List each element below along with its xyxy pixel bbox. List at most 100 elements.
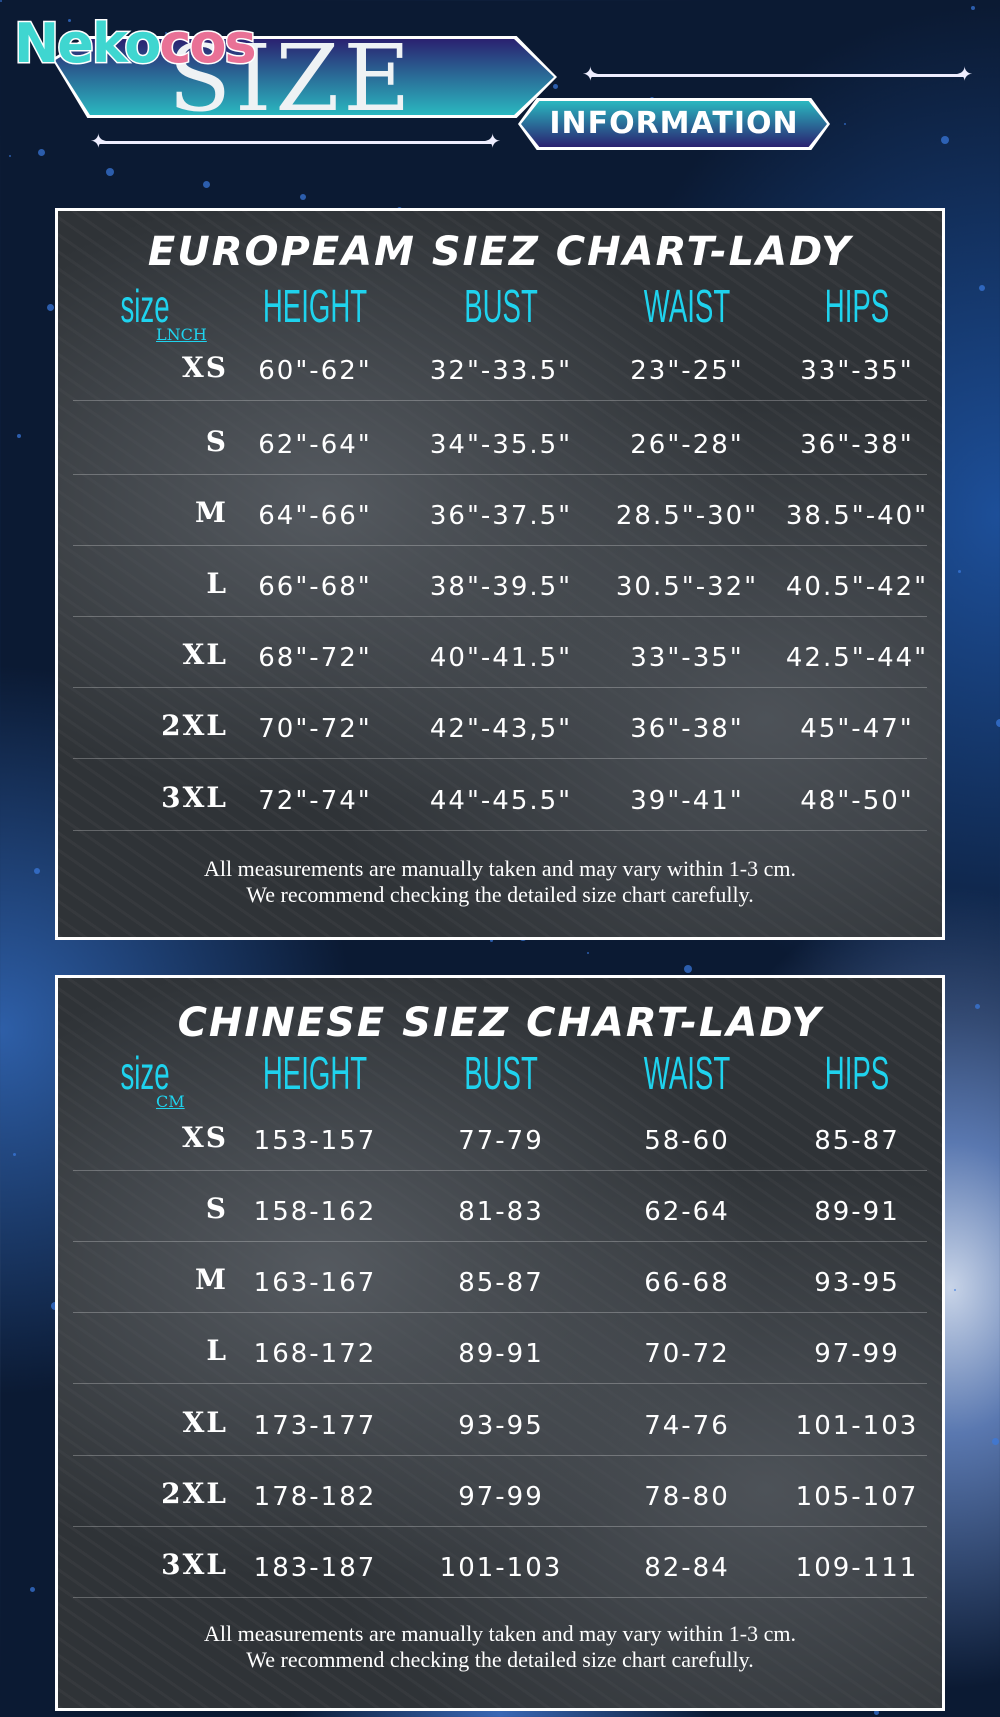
table-row: S 158-162 81-83 62-64 89-91 [58, 1192, 942, 1242]
measurement-cell: 89-91 [458, 1339, 544, 1369]
column-header-hips: HIPS [824, 1047, 890, 1099]
measurement-cell: 163-167 [253, 1268, 377, 1298]
measurement-cell: 153-157 [253, 1126, 377, 1156]
measurement-cell: 66"-68" [258, 572, 372, 602]
measurement-cell: 40.5"-42" [785, 572, 929, 602]
paint-speck [38, 149, 45, 156]
measurement-cell: 40"-41.5" [429, 643, 573, 673]
logo-part-neko: Neko [12, 11, 162, 77]
size-label: XS [182, 351, 228, 384]
column-header-waist: WAIST [643, 1047, 731, 1099]
column-header-bust: BUST [464, 1047, 538, 1099]
paint-speck [975, 1004, 980, 1009]
paint-speck [30, 1587, 35, 1592]
size-label: M [195, 1263, 228, 1296]
ornament-divider [90, 129, 501, 153]
table-row: L 66"-68" 38"-39.5" 30.5"-32" 40.5"-42" [58, 567, 942, 617]
column-header-height: HEIGHT [262, 280, 368, 332]
column-header-bust: BUST [464, 280, 538, 332]
measurement-cell: 97-99 [458, 1482, 544, 1512]
paint-speck [0, 0, 2, 2]
paint-speck [17, 434, 21, 438]
measurement-cell: 78-80 [644, 1482, 730, 1512]
measurement-cell: 64"-66" [258, 501, 372, 531]
measurement-cell: 66-68 [644, 1268, 730, 1298]
measurement-cell: 48"-50" [800, 786, 914, 816]
size-label: M [195, 496, 228, 529]
measurement-cell: 183-187 [253, 1553, 377, 1583]
size-label: XL [182, 1406, 228, 1439]
measurement-cell: 38.5"-40" [785, 501, 929, 531]
measurement-cell: 93-95 [458, 1411, 544, 1441]
table-row: XL 68"-72" 40"-41.5" 33"-35" 42.5"-44" [58, 638, 942, 688]
measurement-cell: 93-95 [814, 1268, 900, 1298]
size-label: 3XL [161, 1548, 228, 1581]
table-row: 3XL 183-187 101-103 82-84 109-111 [58, 1548, 942, 1598]
measurement-cell: 62"-64" [258, 430, 372, 460]
measurement-cell: 101-103 [795, 1411, 919, 1441]
paint-speck [958, 570, 961, 573]
size-label: L [206, 1334, 228, 1367]
measurement-cell: 74-76 [644, 1411, 730, 1441]
measurement-cell: 36"-38" [630, 714, 744, 744]
chart-title: Europeam Siez Chart-Lady [147, 229, 853, 275]
table-row: 2XL 178-182 97-99 78-80 105-107 [58, 1477, 942, 1527]
paint-speck [874, 1710, 879, 1715]
measurement-cell: 173-177 [253, 1411, 377, 1441]
measurement-cell: 30.5"-32" [615, 572, 759, 602]
size-title: SIZE [168, 25, 415, 132]
column-header-waist: WAIST [643, 280, 731, 332]
paint-speck [68, 19, 71, 22]
measurement-cell: 36"-37.5" [429, 501, 573, 531]
measurement-cell: 60"-62" [258, 356, 372, 386]
measurement-cell: 168-172 [253, 1339, 377, 1369]
information-label: INFORMATION [521, 101, 827, 147]
measurement-cell: 81-83 [458, 1197, 544, 1227]
measurement-cell: 36"-38" [800, 430, 914, 460]
size-label: S [205, 1192, 228, 1225]
footnote: All measurements are manually taken and … [58, 856, 942, 908]
measurement-cell: 26"-28" [630, 430, 744, 460]
paint-speck [34, 868, 40, 874]
measurement-cell: 33"-35" [800, 356, 914, 386]
column-header-size: size [120, 1047, 170, 1099]
table-row: 2XL 70"-72" 42"-43,5" 36"-38" 45"-47" [58, 709, 942, 759]
measurement-cell: 72"-74" [258, 786, 372, 816]
size-label: XL [182, 638, 228, 671]
column-header-hips: HIPS [824, 280, 890, 332]
measurement-cell: 105-107 [795, 1482, 919, 1512]
measurement-cell: 97-99 [814, 1339, 900, 1369]
measurement-cell: 33"-35" [630, 643, 744, 673]
paint-speck [490, 939, 493, 942]
paint-speck [587, 952, 589, 954]
measurement-cell: 42.5"-44" [785, 643, 929, 673]
measurement-cell: 42"-43,5" [429, 714, 573, 744]
table-row: XS 153-157 77-79 58-60 85-87 [58, 1121, 942, 1171]
paint-speck [165, 32, 167, 34]
unit-label: CM [156, 1092, 185, 1111]
measurement-cell: 101-103 [439, 1553, 563, 1583]
column-header-height: HEIGHT [262, 1047, 368, 1099]
footnote-line-1: All measurements are manually taken and … [204, 856, 796, 881]
measurement-cell: 82-84 [644, 1553, 730, 1583]
ornament-divider [582, 62, 973, 86]
size-label: 2XL [161, 709, 228, 742]
size-label: 2XL [161, 1477, 228, 1510]
table-row: 3XL 72"-74" 44"-45.5" 39"-41" 48"-50" [58, 781, 942, 831]
paint-speck [684, 965, 692, 973]
size-banner [52, 36, 557, 118]
measurement-cell: 77-79 [458, 1126, 544, 1156]
measurement-cell: 85-87 [814, 1126, 900, 1156]
measurement-cell: 70-72 [644, 1339, 730, 1369]
measurement-cell: 34"-35.5" [429, 430, 573, 460]
measurement-cell: 85-87 [458, 1268, 544, 1298]
measurement-cell: 70"-72" [258, 714, 372, 744]
measurement-cell: 38"-39.5" [429, 572, 573, 602]
table-row: XL 173-177 93-95 74-76 101-103 [58, 1406, 942, 1456]
measurement-cell: 62-64 [644, 1197, 730, 1227]
paint-speck [9, 155, 11, 157]
table-row: S 62"-64" 34"-35.5" 26"-28" 36"-38" [58, 425, 942, 475]
table-row: M 163-167 85-87 66-68 93-95 [58, 1263, 942, 1313]
column-header-size: size [120, 280, 170, 332]
paint-speck [992, 1438, 999, 1445]
